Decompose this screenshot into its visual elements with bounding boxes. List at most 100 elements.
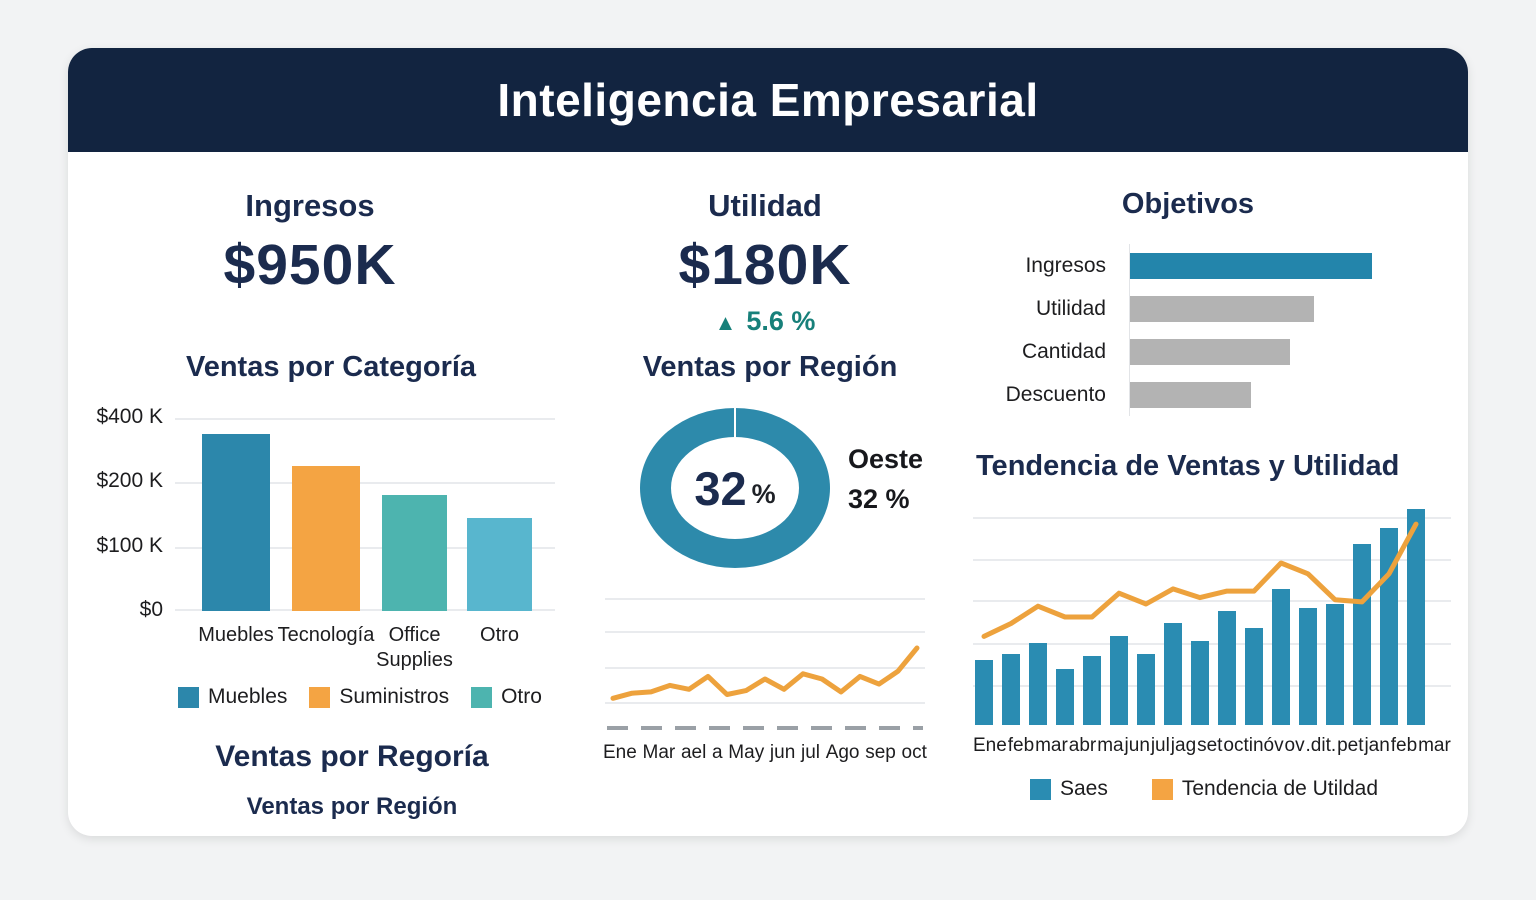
category-ytick-label: $0 — [139, 598, 163, 621]
trend-xtick-label: jul — [1150, 735, 1170, 756]
legend-swatch — [1030, 778, 1051, 800]
legend-item[interactable]: Otro — [471, 685, 542, 709]
legend-item[interactable]: Muebles — [178, 685, 287, 709]
donut-hole — [671, 437, 799, 539]
trend-xtick-label: jun — [1124, 735, 1150, 756]
trend-line-svg — [981, 521, 1419, 639]
legend-label: Saes — [1060, 777, 1108, 800]
objetivos-bar[interactable] — [1130, 252, 1372, 279]
donut-seam — [734, 408, 736, 437]
trend-bar[interactable] — [1245, 628, 1263, 725]
trend-xtick-label: mar — [1418, 735, 1451, 756]
region-donut[interactable]: 32% — [640, 408, 830, 568]
footer-title-2: Ventas por Región — [246, 793, 458, 820]
mini-xtick-label: a — [712, 742, 723, 763]
trend-gridline — [973, 517, 1451, 519]
trend-bar[interactable] — [1191, 641, 1209, 725]
trend-bar[interactable] — [1002, 654, 1020, 725]
objetivos-row-label: Ingresos — [1025, 253, 1106, 277]
category-xtick-label: Tecnología — [277, 624, 375, 646]
category-bar[interactable] — [382, 495, 447, 611]
category-bar[interactable] — [467, 518, 532, 611]
objetivos-row-label: Cantidad — [1021, 339, 1106, 363]
legend-item[interactable]: Saes — [1030, 777, 1108, 801]
trend-bar[interactable] — [1326, 604, 1344, 725]
legend-item[interactable]: Suministros — [309, 685, 449, 709]
trend-gridline — [973, 685, 1451, 687]
objetivos-row: Cantidad — [928, 330, 1398, 373]
legend-swatch — [471, 686, 493, 708]
region-chart-title: Ventas por Región — [642, 351, 898, 383]
objetivos-row: Utilidad — [928, 287, 1398, 330]
donut-center-value: 32 — [694, 461, 747, 515]
objetivos-row-label: Utilidad — [1035, 296, 1106, 320]
trend-xtick-label: feb — [1007, 735, 1035, 756]
trend-bar[interactable] — [1029, 643, 1047, 725]
legend-item[interactable]: Tendencia de Utildad — [1151, 777, 1379, 801]
mini-line-xaxis: Ene Mar ael a May jun jul Ago sep oct — [603, 742, 927, 764]
category-bar[interactable] — [292, 466, 360, 611]
legend-swatch — [1151, 778, 1173, 800]
category-bar[interactable] — [202, 434, 270, 611]
category-gridline — [175, 482, 555, 484]
triangle-up-icon: ▲ — [714, 310, 737, 335]
trend-bar[interactable] — [1407, 509, 1425, 725]
trend-bar[interactable] — [1218, 611, 1236, 725]
kpi-utilidad-delta-value: 5.6 % — [746, 306, 816, 336]
objetivos-bar[interactable] — [1130, 338, 1290, 365]
kpi-ingresos: Ingresos $950K — [160, 188, 460, 298]
trend-bar[interactable] — [1272, 589, 1290, 725]
category-gridline — [175, 609, 555, 611]
trend-xtick-label: jan — [1364, 735, 1390, 756]
trend-xtick-label: .dit. — [1305, 735, 1337, 756]
trend-bar[interactable] — [1137, 654, 1155, 725]
trend-xtick-label: mar — [1035, 735, 1068, 756]
dashboard-card: Inteligencia Empresarial Ingresos $950K … — [68, 48, 1468, 836]
trend-gridline — [973, 600, 1451, 602]
trend-bar[interactable] — [1083, 656, 1101, 725]
kpi-ingresos-value: $950K — [223, 233, 397, 297]
trend-bar[interactable] — [1353, 544, 1371, 725]
trend-bar[interactable] — [1164, 623, 1182, 725]
objetivos-row: Ingresos — [928, 244, 1398, 287]
mini-xtick-label: oct — [901, 742, 927, 763]
objetivos-bar[interactable] — [1130, 295, 1314, 322]
mini-trend-line[interactable] — [610, 645, 920, 701]
trend-gridline — [973, 559, 1451, 561]
donut-segment-value: 32 % — [848, 484, 910, 514]
trend-bar[interactable] — [1299, 608, 1317, 725]
mini-xtick-label: Ene — [603, 742, 637, 763]
objetivos-rows: Ingresos Utilidad Cantidad Descuento — [928, 244, 1398, 416]
donut-center-label: 32% — [640, 408, 830, 568]
trend-xtick-label: jag — [1170, 735, 1197, 756]
trend-plot — [973, 509, 1451, 725]
mini-xtick-label: jul — [800, 742, 820, 763]
legend-label: Muebles — [208, 685, 288, 708]
trend-chart-title: Tendencia de Ventas y Utilidad — [976, 450, 1400, 482]
category-ytick-label: $400 K — [96, 405, 163, 428]
objetivos-title: Objetivos — [1121, 188, 1255, 220]
donut-center-unit: % — [751, 478, 776, 509]
trend-xtick-label: Ene — [973, 735, 1007, 756]
trend-xtick-label: abr — [1068, 735, 1097, 756]
trend-bar[interactable] — [975, 660, 993, 725]
mini-xtick-label: sep — [865, 742, 896, 763]
kpi-ingresos-label: Ingresos — [245, 188, 375, 223]
mini-xtick-label: jun — [769, 742, 796, 763]
category-chart-title: Ventas por Categoría — [185, 351, 477, 383]
kpi-utilidad: Utilidad $180K ▲ 5.6 % — [615, 188, 915, 337]
legend-swatch — [309, 686, 331, 708]
trend-bar[interactable] — [1056, 669, 1074, 725]
footer-title-1: Ventas por Regoría — [215, 740, 489, 773]
legend-label: Otro — [501, 685, 542, 708]
objetivos-bar[interactable] — [1130, 381, 1251, 408]
trend-xtick-label: set — [1197, 735, 1223, 756]
legend-label: Tendencia de Utildad — [1181, 777, 1379, 800]
category-xtick-label: Muebles — [198, 624, 274, 646]
trend-xtick-label: feb — [1390, 735, 1418, 756]
kpi-utilidad-value: $180K — [678, 233, 852, 297]
header-band: Inteligencia Empresarial — [68, 48, 1468, 152]
trend-xtick-label: ma — [1097, 735, 1124, 756]
utility-trend-line[interactable] — [981, 521, 1419, 639]
trend-bar[interactable] — [1110, 636, 1128, 725]
